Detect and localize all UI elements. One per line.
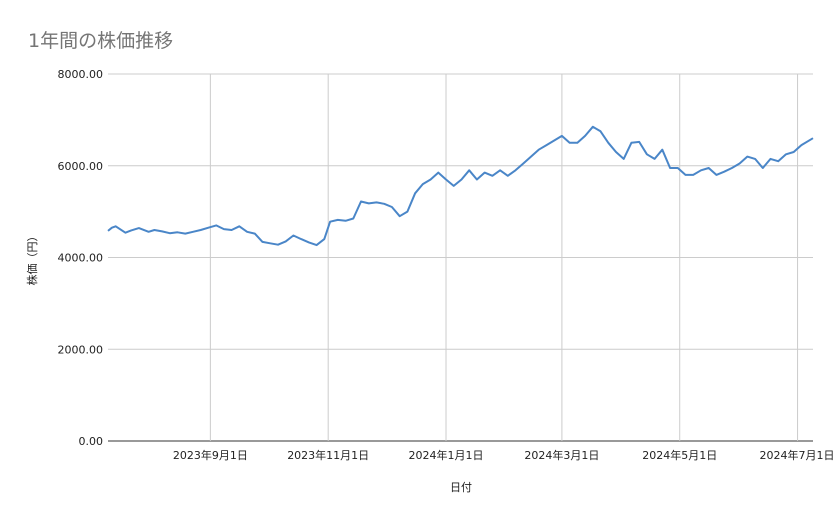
x-axis-label: 日付 (450, 481, 472, 494)
price-series-line (107, 125, 814, 247)
x-tick-label: 2024年1月1日 (409, 448, 484, 462)
x-tick-label: 2024年3月1日 (524, 448, 599, 462)
y-axis-label: 株価（円） (25, 231, 39, 286)
x-tick-labels: 2023年9月1日 2023年11月1日 2024年1月1日 2024年3月1日 202… (173, 448, 835, 462)
x-tick-label: 2024年7月1日 (760, 448, 835, 462)
y-tick-label: 4000.00 (58, 252, 104, 265)
y-tick-label: 0.00 (79, 435, 104, 448)
grid-lines (108, 73, 813, 442)
x-tick-label: 2023年9月1日 (173, 448, 248, 462)
y-tick-label: 8000.00 (58, 68, 104, 81)
y-tick-label: 6000.00 (58, 160, 104, 173)
chart-title: 1年間の株価推移 (28, 30, 174, 52)
x-tick-label: 2024年5月1日 (642, 448, 717, 462)
x-tick-label: 2023年11月1日 (287, 448, 369, 462)
y-tick-label: 2000.00 (58, 343, 104, 356)
y-tick-labels: 0.00 2000.00 4000.00 6000.00 8000.00 (58, 68, 104, 448)
